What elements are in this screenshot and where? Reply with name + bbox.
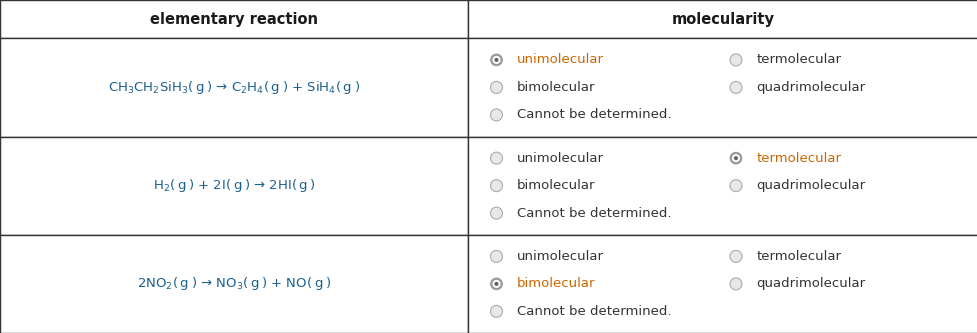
- Text: termolecular: termolecular: [755, 250, 840, 263]
- Bar: [0, 0, 468, 38]
- Text: bimolecular: bimolecular: [516, 81, 595, 94]
- Text: elementary reaction: elementary reaction: [150, 12, 318, 27]
- Text: H$_2$( g ) + 2I( g ) → 2HI( g ): H$_2$( g ) + 2I( g ) → 2HI( g ): [152, 177, 316, 194]
- Text: bimolecular: bimolecular: [516, 179, 595, 192]
- Ellipse shape: [490, 81, 502, 93]
- Text: CH$_3$CH$_2$SiH$_3$( g ) → C$_2$H$_4$( g ) + SiH$_4$( g ): CH$_3$CH$_2$SiH$_3$( g ) → C$_2$H$_4$( g…: [108, 79, 360, 96]
- Text: molecularity: molecularity: [671, 12, 774, 27]
- Ellipse shape: [729, 278, 742, 290]
- Text: 2NO$_2$( g ) → NO$_3$( g ) + NO( g ): 2NO$_2$( g ) → NO$_3$( g ) + NO( g ): [137, 275, 331, 292]
- Ellipse shape: [490, 109, 502, 121]
- Bar: [468, 38, 977, 137]
- Ellipse shape: [490, 278, 502, 290]
- Bar: [0, 235, 468, 333]
- Bar: [0, 137, 468, 235]
- Bar: [468, 0, 977, 38]
- Bar: [468, 137, 977, 235]
- Ellipse shape: [490, 152, 502, 164]
- Text: termolecular: termolecular: [755, 53, 840, 66]
- Ellipse shape: [729, 179, 742, 191]
- Text: Cannot be determined.: Cannot be determined.: [516, 207, 670, 220]
- Ellipse shape: [733, 156, 738, 160]
- Text: Cannot be determined.: Cannot be determined.: [516, 305, 670, 318]
- Ellipse shape: [492, 56, 500, 64]
- Text: quadrimolecular: quadrimolecular: [755, 277, 865, 290]
- Text: termolecular: termolecular: [755, 152, 840, 165]
- Ellipse shape: [490, 305, 502, 317]
- Bar: [0, 38, 468, 137]
- Ellipse shape: [729, 54, 742, 66]
- Text: unimolecular: unimolecular: [516, 250, 603, 263]
- Text: quadrimolecular: quadrimolecular: [755, 179, 865, 192]
- Text: bimolecular: bimolecular: [516, 277, 595, 290]
- Text: unimolecular: unimolecular: [516, 152, 603, 165]
- Bar: [468, 235, 977, 333]
- Ellipse shape: [729, 250, 742, 262]
- Text: Cannot be determined.: Cannot be determined.: [516, 109, 670, 122]
- Ellipse shape: [494, 58, 498, 62]
- Ellipse shape: [490, 250, 502, 262]
- Ellipse shape: [490, 179, 502, 191]
- Ellipse shape: [490, 54, 502, 66]
- Text: unimolecular: unimolecular: [516, 53, 603, 66]
- Ellipse shape: [490, 207, 502, 219]
- Ellipse shape: [729, 152, 742, 164]
- Ellipse shape: [492, 280, 500, 288]
- Text: quadrimolecular: quadrimolecular: [755, 81, 865, 94]
- Ellipse shape: [731, 154, 740, 162]
- Ellipse shape: [729, 81, 742, 93]
- Ellipse shape: [494, 282, 498, 286]
